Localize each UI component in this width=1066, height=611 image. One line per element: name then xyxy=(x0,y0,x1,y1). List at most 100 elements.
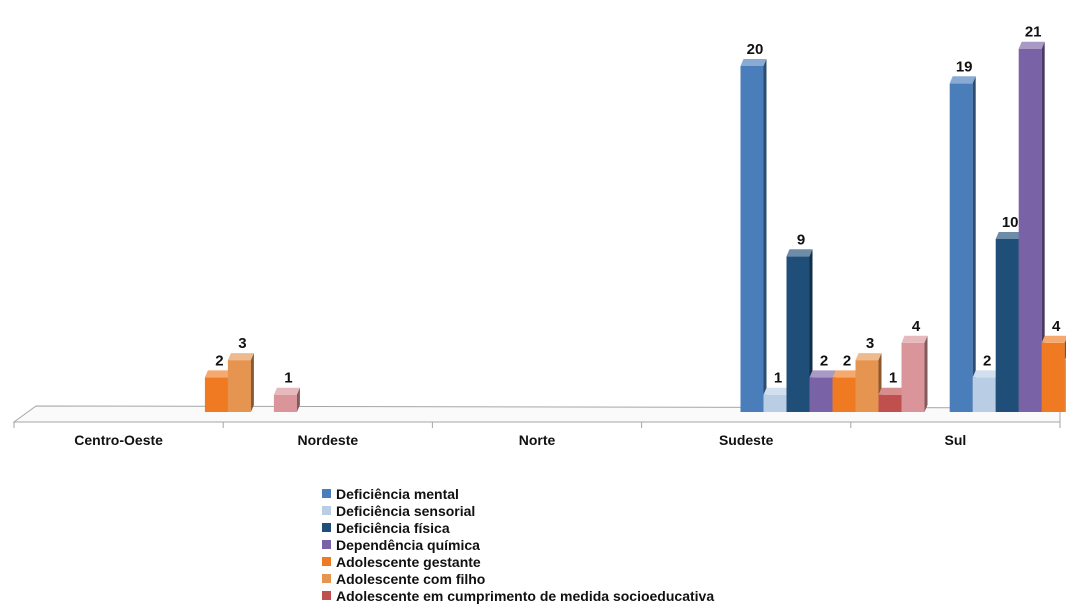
bar-side xyxy=(809,249,813,412)
data-label: 1 xyxy=(774,370,782,387)
x-axis: Centro-Oeste Nordeste Norte Sudeste Sul xyxy=(13,421,1061,448)
bar-sul-4 xyxy=(1018,41,1045,412)
legend-swatch xyxy=(322,506,331,515)
bar-front xyxy=(204,377,228,412)
data-label: 3 xyxy=(238,335,246,352)
bar-side xyxy=(972,76,976,413)
bar-sul-1 xyxy=(949,76,976,413)
legend-swatch xyxy=(322,574,331,583)
x-tick-label-centro-oeste: Centro-Oeste xyxy=(74,432,163,448)
bar-top xyxy=(786,249,813,257)
bar-top xyxy=(809,370,836,378)
data-label: 2 xyxy=(215,352,223,369)
bar-sul-3 xyxy=(995,232,1022,412)
bar-front xyxy=(878,394,902,412)
bar-top xyxy=(740,59,767,66)
bar-front xyxy=(972,377,996,412)
bar-centro-oeste-5 xyxy=(204,370,231,412)
legend-label: Deficiência física xyxy=(336,519,450,536)
data-label: 4 xyxy=(912,318,921,335)
legend-label: Dependência química xyxy=(336,536,480,553)
bar-top xyxy=(204,370,231,378)
bar-top xyxy=(972,370,999,378)
legend-item-deficiencia-fisica: Deficiência física xyxy=(322,519,714,536)
data-label: 2 xyxy=(983,352,991,369)
bar-top xyxy=(273,387,300,395)
legend-swatch xyxy=(322,489,331,498)
bar-front xyxy=(227,360,251,412)
bar-top xyxy=(1041,335,1066,343)
legend-swatch xyxy=(322,557,331,566)
bar-front xyxy=(740,66,764,412)
bar-top xyxy=(855,353,882,361)
bar-sul-2 xyxy=(972,370,999,412)
bar-front xyxy=(786,256,810,412)
bar-front xyxy=(995,239,1019,412)
bar-front xyxy=(1018,48,1042,412)
data-label: 2 xyxy=(820,352,828,369)
bar-top xyxy=(763,387,790,395)
bar-front xyxy=(809,377,833,412)
bar-front xyxy=(901,342,925,412)
x-tick-label-norte: Norte xyxy=(519,432,556,448)
legend: Deficiência mental Deficiência sensorial D… xyxy=(322,485,714,604)
bar-sudeste-1 xyxy=(740,59,767,412)
bar-side xyxy=(296,387,300,412)
data-label: 3 xyxy=(866,335,874,352)
bar-top xyxy=(227,353,254,361)
bar-top xyxy=(1018,41,1045,49)
bar-front xyxy=(273,394,297,412)
bar-top xyxy=(832,370,859,378)
bar-front xyxy=(949,83,973,413)
legend-label: Adolescente gestante xyxy=(336,553,481,570)
legend-label: Deficiência mental xyxy=(336,485,459,502)
x-tick-label-sudeste: Sudeste xyxy=(719,432,774,448)
data-label: 20 xyxy=(747,41,764,58)
bar-side xyxy=(924,335,928,412)
legend-swatch xyxy=(322,523,331,532)
bar-centro-oeste-6 xyxy=(227,353,254,412)
bar-top xyxy=(995,232,1022,239)
x-tick-label-nordeste: Nordeste xyxy=(297,432,358,448)
bar-side xyxy=(1041,41,1045,412)
bar-side xyxy=(763,59,767,412)
legend-item-deficiencia-mental: Deficiência mental xyxy=(322,485,714,502)
bar-sudeste-5 xyxy=(832,370,859,412)
bar-side xyxy=(250,353,254,412)
bar-top xyxy=(949,76,976,84)
bar-front xyxy=(763,394,787,412)
data-label: 9 xyxy=(797,231,805,248)
bar-sudeste-3 xyxy=(786,249,813,412)
bar-front xyxy=(855,360,879,412)
data-label: 4 xyxy=(1052,318,1061,335)
data-label: 1 xyxy=(284,370,292,387)
legend-item-adolescente-gestante: Adolescente gestante xyxy=(322,553,714,570)
bar-top xyxy=(878,387,905,395)
x-tick-label-sul: Sul xyxy=(945,432,967,448)
data-label: 2 xyxy=(843,352,851,369)
data-label: 19 xyxy=(956,58,973,75)
bar-sudeste-6 xyxy=(855,353,882,412)
bar-sudeste-4 xyxy=(809,370,836,412)
legend-label: Deficiência sensorial xyxy=(336,502,476,519)
legend-item-adolescente-com-filho: Adolescente com filho xyxy=(322,570,714,587)
legend-label: Adolescente com filho xyxy=(336,570,486,587)
bar-centro-oeste-8 xyxy=(273,387,300,412)
legend-swatch xyxy=(322,591,331,600)
legend-item-adolescente-em-cumprimento-de-medida-socioeducativa: Adolescente em cumprimento de medida soc… xyxy=(322,587,714,604)
legend-item-deficiencia-sensorial: Deficiência sensorial xyxy=(322,502,714,519)
bar-front xyxy=(1041,342,1065,412)
bar-front xyxy=(1064,360,1066,412)
bar-sudeste-2 xyxy=(763,387,790,412)
legend-swatch xyxy=(322,540,331,549)
bar-sudeste-7 xyxy=(878,387,905,412)
data-label: 10 xyxy=(1002,214,1019,231)
legend-item-dependencia-quimica: Dependência química xyxy=(322,536,714,553)
bar-top xyxy=(901,335,928,343)
bar-sul-5 xyxy=(1041,335,1066,412)
data-label: 21 xyxy=(1025,24,1042,41)
bar-front xyxy=(832,377,856,412)
legend-label: Adolescente em cumprimento de medida soc… xyxy=(336,587,715,604)
bar-sudeste-8 xyxy=(901,335,928,412)
data-label: 1 xyxy=(889,370,897,387)
